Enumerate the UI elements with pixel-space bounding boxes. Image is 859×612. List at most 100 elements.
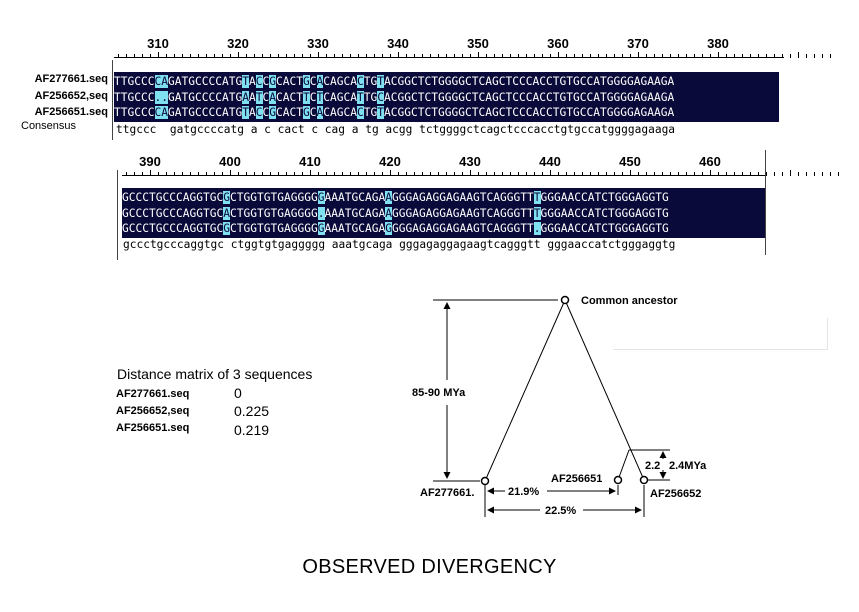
ruler-label: 400 bbox=[219, 154, 241, 169]
nucleotide: C bbox=[601, 222, 608, 235]
nucleotide: G bbox=[640, 106, 648, 119]
nucleotide: G bbox=[458, 75, 465, 88]
ruler-label: 410 bbox=[299, 154, 321, 169]
ruler-tick bbox=[654, 54, 655, 58]
nucleotide: G bbox=[392, 207, 399, 220]
nucleotide: A bbox=[222, 106, 229, 119]
nucleotide: A bbox=[249, 75, 256, 88]
nucleotide: G bbox=[351, 207, 359, 220]
nucleotide: A bbox=[316, 75, 324, 88]
nucleotide: T bbox=[296, 91, 303, 104]
nucleotide: T bbox=[181, 91, 189, 104]
nucleotide: T bbox=[120, 75, 128, 88]
nucleotide: C bbox=[142, 191, 149, 204]
nucleotide: C bbox=[343, 91, 351, 104]
nucleotide: A bbox=[384, 106, 391, 119]
nucleotide: C bbox=[201, 106, 209, 119]
ruler-tick bbox=[430, 172, 431, 176]
ruler-tick bbox=[198, 172, 199, 176]
nucleotide: T bbox=[203, 191, 210, 204]
nucleotide: T bbox=[520, 222, 527, 235]
nucleotide: C bbox=[195, 75, 202, 88]
nucleotide: T bbox=[114, 106, 121, 119]
nucleotide: G bbox=[263, 191, 271, 204]
nucleotide: T bbox=[149, 191, 156, 204]
nucleotide: T bbox=[520, 191, 527, 204]
nucleotide: G bbox=[398, 207, 406, 220]
nucleotide: G bbox=[554, 222, 561, 235]
ruler-tick bbox=[598, 172, 599, 176]
nucleotide: T bbox=[527, 207, 534, 220]
nucleotide: C bbox=[142, 207, 149, 220]
nucleotide: T bbox=[377, 106, 384, 119]
nucleotide: C bbox=[343, 75, 351, 88]
nucleotide: G bbox=[452, 191, 460, 204]
ruler-baseline bbox=[114, 57, 784, 58]
ruler-tick bbox=[254, 54, 255, 58]
ruler-tick bbox=[662, 54, 663, 58]
alignment-frame-left bbox=[112, 60, 113, 140]
nucleotide: G bbox=[209, 222, 217, 235]
branch-line bbox=[617, 449, 630, 481]
nucleotide: G bbox=[640, 75, 648, 88]
ruler-tick bbox=[262, 54, 263, 58]
nucleotide: C bbox=[539, 75, 546, 88]
nucleotide: C bbox=[574, 222, 581, 235]
nucleotide: C bbox=[208, 91, 216, 104]
ruler-tick bbox=[470, 54, 471, 58]
ruler-tick bbox=[398, 172, 399, 176]
nucleotide: G bbox=[573, 106, 580, 119]
ruler-tick bbox=[390, 170, 391, 176]
nucleotide: G bbox=[628, 222, 635, 235]
ruler-tick bbox=[238, 172, 239, 176]
nucleotide: C bbox=[128, 207, 136, 220]
nucleotide: G bbox=[235, 75, 243, 88]
nucleotide: C bbox=[579, 75, 587, 88]
nucleotide: A bbox=[560, 207, 568, 220]
nucleotide: G bbox=[243, 207, 251, 220]
nucleotide: A bbox=[493, 191, 500, 204]
ruler-block-2: 390 400 410 420 430 440 450 460 bbox=[122, 154, 839, 176]
nucleotide: T bbox=[181, 75, 189, 88]
nucleotide: C bbox=[498, 106, 506, 119]
nucleotide: A bbox=[485, 91, 492, 104]
nucleotide: T bbox=[114, 91, 121, 104]
nucleotide: T bbox=[566, 75, 573, 88]
nucleotide: C bbox=[276, 91, 283, 104]
nucleotide: A bbox=[350, 75, 357, 88]
nucleotide: G bbox=[269, 75, 276, 88]
nucleotide: C bbox=[276, 75, 283, 88]
distance-row-name: AF256652,seq bbox=[116, 405, 190, 417]
nucleotide: G bbox=[540, 222, 548, 235]
ruler-tick bbox=[606, 54, 607, 58]
distance-matrix-title: Distance matrix of 3 sequences bbox=[117, 366, 313, 382]
sequence-name: AF256652,seq bbox=[34, 90, 108, 102]
ruler-tick bbox=[702, 172, 703, 176]
nucleotide: G bbox=[573, 75, 580, 88]
ruler-label: 440 bbox=[539, 154, 561, 169]
ruler-tick bbox=[350, 54, 351, 58]
small-time-label: 2.2 bbox=[645, 460, 660, 472]
nucleotide: G bbox=[196, 222, 203, 235]
ruler-tick bbox=[470, 170, 471, 176]
nucleotide: A bbox=[654, 106, 661, 119]
nucleotide: G bbox=[405, 222, 413, 235]
nucleotide: G bbox=[627, 91, 634, 104]
nucleotide: C bbox=[525, 106, 533, 119]
nucleotide: C bbox=[162, 191, 170, 204]
distance-row-name: AF277661.seq bbox=[116, 388, 190, 400]
nucleotide: A bbox=[249, 91, 256, 104]
ruler-tick bbox=[158, 52, 159, 58]
nucleotide: G bbox=[500, 207, 507, 220]
nucleotide: G bbox=[648, 191, 656, 204]
nucleotide: A bbox=[161, 106, 168, 119]
nucleotide: C bbox=[525, 75, 533, 88]
nucleotide: G bbox=[621, 191, 629, 204]
nucleotide: A bbox=[654, 75, 661, 88]
nucleotide: C bbox=[478, 75, 486, 88]
nucleotide: G bbox=[500, 222, 507, 235]
nucleotide: G bbox=[451, 75, 459, 88]
nucleotide: G bbox=[640, 91, 648, 104]
nucleotide: A bbox=[425, 207, 433, 220]
nucleotide: C bbox=[465, 91, 472, 104]
